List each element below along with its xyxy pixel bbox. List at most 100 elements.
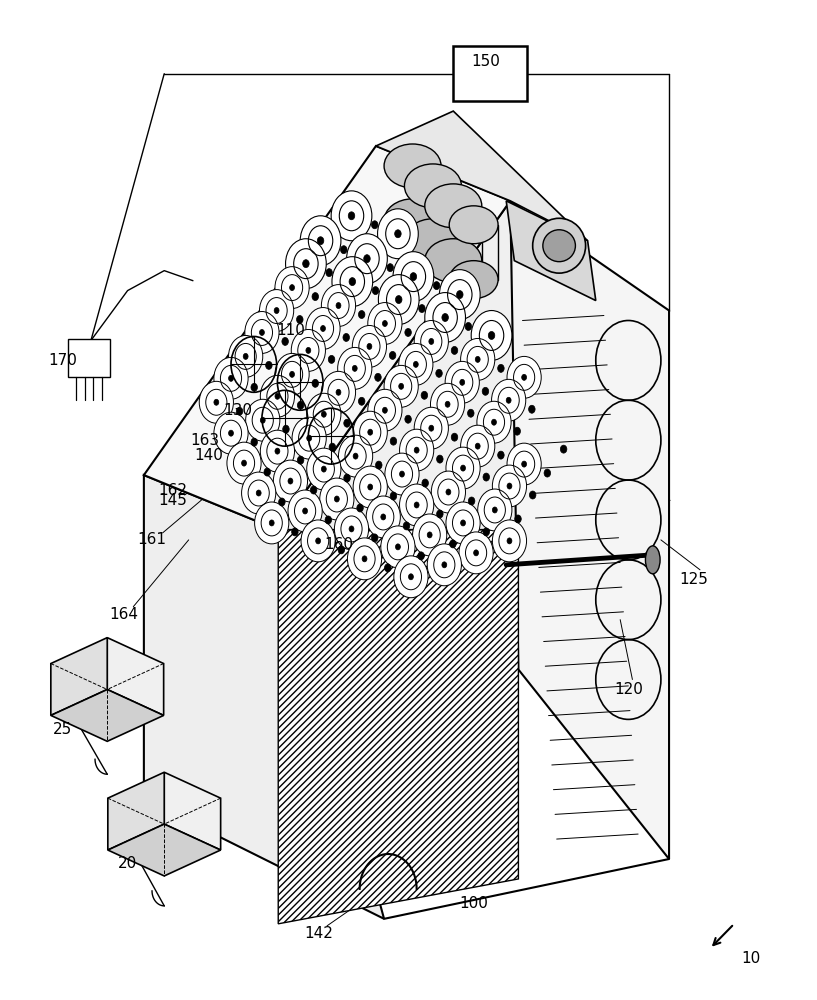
Text: 160: 160 (325, 537, 354, 552)
Circle shape (275, 353, 309, 395)
Circle shape (395, 230, 401, 238)
Text: 170: 170 (48, 353, 77, 368)
Circle shape (214, 357, 248, 399)
Circle shape (451, 433, 458, 441)
Polygon shape (51, 689, 163, 741)
Circle shape (264, 468, 270, 476)
Circle shape (414, 447, 419, 453)
Circle shape (376, 461, 382, 469)
Circle shape (445, 361, 480, 403)
Circle shape (289, 371, 294, 377)
Circle shape (461, 338, 495, 380)
Ellipse shape (384, 144, 441, 188)
Circle shape (227, 442, 261, 484)
Circle shape (310, 486, 317, 494)
Circle shape (362, 556, 367, 562)
Circle shape (427, 532, 432, 538)
Circle shape (367, 343, 372, 349)
Circle shape (364, 255, 370, 263)
Circle shape (275, 448, 280, 454)
Circle shape (446, 447, 480, 489)
Circle shape (312, 379, 319, 387)
Ellipse shape (645, 546, 660, 574)
Circle shape (381, 514, 386, 520)
Text: 142: 142 (305, 926, 333, 941)
Circle shape (515, 515, 521, 523)
Circle shape (255, 502, 288, 544)
Circle shape (236, 407, 243, 415)
Circle shape (493, 507, 498, 513)
Circle shape (421, 391, 427, 399)
Circle shape (467, 409, 474, 417)
Polygon shape (144, 146, 511, 530)
Text: 162: 162 (158, 483, 187, 498)
Circle shape (492, 419, 497, 425)
Circle shape (442, 314, 449, 321)
Circle shape (425, 293, 466, 342)
Circle shape (522, 461, 527, 467)
Polygon shape (507, 201, 596, 301)
Text: 161: 161 (137, 532, 167, 547)
Text: 164: 164 (109, 607, 138, 622)
Circle shape (461, 520, 466, 526)
Circle shape (357, 504, 364, 512)
Circle shape (336, 303, 341, 309)
Circle shape (321, 411, 326, 417)
Circle shape (393, 252, 434, 302)
Circle shape (461, 465, 466, 471)
Circle shape (242, 472, 276, 514)
Circle shape (390, 351, 396, 359)
Circle shape (507, 538, 512, 544)
Circle shape (378, 275, 419, 324)
Circle shape (302, 260, 309, 268)
Circle shape (391, 492, 397, 500)
Text: 20: 20 (118, 856, 137, 871)
Circle shape (435, 369, 442, 377)
Circle shape (359, 397, 365, 405)
Circle shape (282, 337, 288, 345)
Circle shape (405, 328, 411, 336)
Circle shape (334, 496, 339, 502)
Circle shape (422, 479, 428, 487)
Circle shape (461, 425, 495, 467)
Circle shape (348, 212, 355, 220)
Circle shape (399, 383, 404, 389)
Circle shape (436, 455, 443, 463)
Text: 100: 100 (459, 896, 488, 911)
Circle shape (417, 552, 424, 560)
Circle shape (353, 466, 387, 508)
Circle shape (449, 540, 456, 548)
Circle shape (460, 379, 465, 385)
Circle shape (344, 419, 350, 427)
Text: 120: 120 (614, 682, 643, 697)
Circle shape (372, 221, 378, 229)
Circle shape (306, 435, 311, 441)
Circle shape (347, 538, 382, 580)
Polygon shape (164, 772, 221, 850)
Circle shape (275, 393, 280, 399)
Circle shape (381, 526, 415, 568)
Circle shape (445, 401, 450, 407)
Circle shape (507, 397, 511, 403)
Circle shape (507, 356, 541, 398)
Circle shape (433, 282, 440, 290)
Circle shape (328, 355, 335, 363)
Circle shape (478, 489, 512, 531)
Circle shape (349, 278, 355, 286)
Ellipse shape (533, 218, 586, 273)
Circle shape (288, 490, 322, 532)
Ellipse shape (425, 184, 482, 228)
Circle shape (251, 383, 257, 391)
Circle shape (261, 430, 294, 472)
Circle shape (474, 550, 479, 556)
Circle shape (346, 234, 387, 284)
Circle shape (261, 375, 294, 417)
Ellipse shape (404, 219, 462, 263)
Circle shape (498, 451, 504, 459)
Circle shape (321, 371, 355, 413)
Circle shape (260, 329, 265, 335)
Circle shape (427, 544, 462, 586)
Circle shape (465, 322, 471, 330)
Circle shape (468, 497, 475, 505)
Circle shape (475, 443, 480, 449)
